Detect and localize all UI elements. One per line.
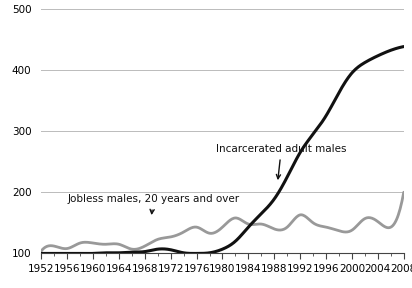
Text: Jobless males, 20 years and over: Jobless males, 20 years and over bbox=[67, 194, 239, 214]
Text: Incarcerated adult males: Incarcerated adult males bbox=[216, 144, 346, 179]
